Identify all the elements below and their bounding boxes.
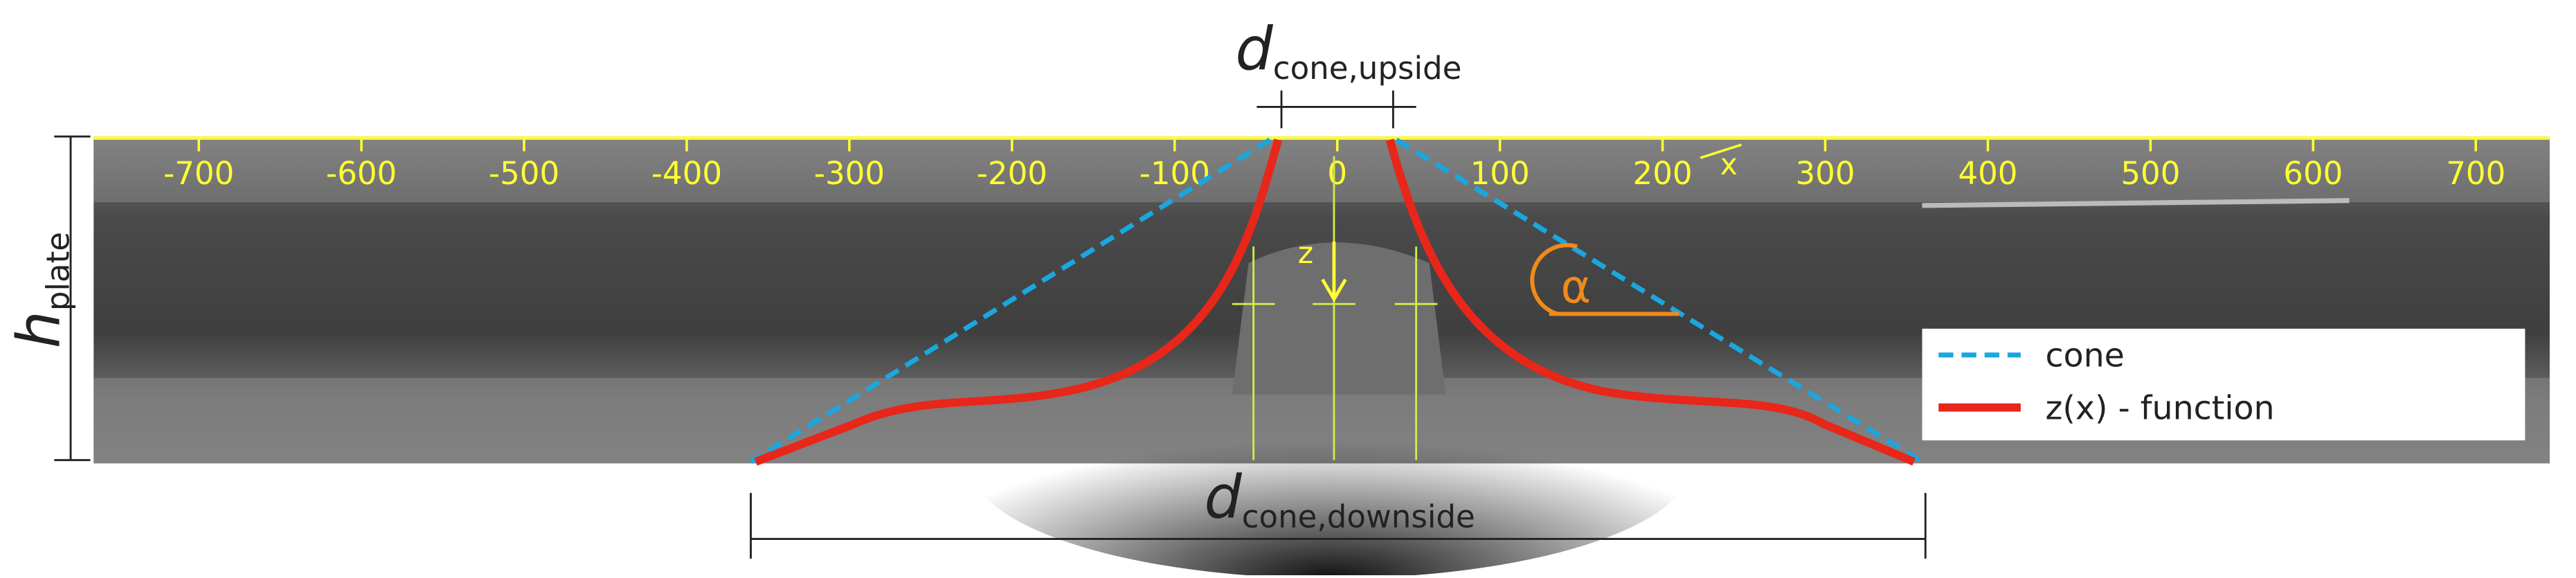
ruler-label: 400 [1958, 155, 2017, 192]
green-guides [1232, 156, 1438, 460]
symbol: h [5, 311, 73, 348]
ruler-label: -400 [651, 155, 722, 192]
ruler-label: 300 [1795, 155, 1855, 192]
ruler-label: 100 [1470, 155, 1530, 192]
ruler-label: -500 [489, 155, 559, 192]
dimension-upside: dcone,upside [1236, 15, 1462, 129]
dim-symbol: hplate [5, 232, 76, 348]
ruler-label: 500 [2120, 155, 2180, 192]
ruler-label: -200 [977, 155, 1047, 192]
dimension-downside: dcone,downside [750, 464, 1927, 559]
z-label: z [1298, 236, 1313, 271]
ruler-label: -300 [814, 155, 885, 192]
symbol: d [1204, 464, 1242, 532]
ruler-label: -100 [1140, 155, 1210, 192]
angle-alpha: α [1530, 243, 1679, 316]
ruler-label: 0 [1327, 155, 1347, 192]
symbol: d [1236, 15, 1274, 84]
z-function-curves [754, 138, 1916, 466]
ruler-label: 200 [1633, 155, 1693, 192]
specimen-photo [93, 136, 2550, 578]
ruler-label: -600 [326, 155, 397, 192]
subscript: plate [40, 232, 77, 311]
dimension-height: hplate [5, 135, 91, 462]
alpha-label: α [1560, 260, 1591, 314]
dim-symbol: dcone,downside [1204, 464, 1475, 535]
dim-symbol: dcone,upside [1236, 15, 1462, 87]
legend: cone z(x) - function [1922, 328, 2525, 441]
ruler-label: 700 [2446, 155, 2505, 192]
x-label: x [1720, 147, 1738, 182]
ruler-label: 600 [2283, 155, 2343, 192]
subscript: cone,downside [1242, 498, 1475, 535]
subscript: cone,upside [1273, 50, 1462, 87]
cone-lines [749, 137, 1924, 464]
ruler: -700 -600 -500 -400 -300 -200 -100 0 100 200 300 40… [163, 138, 2505, 192]
ruler-label: -700 [163, 155, 234, 192]
legend-label: z(x) - function [2045, 389, 2274, 427]
legend-label: cone [2045, 336, 2124, 374]
z-axis: z x [1298, 143, 1742, 302]
